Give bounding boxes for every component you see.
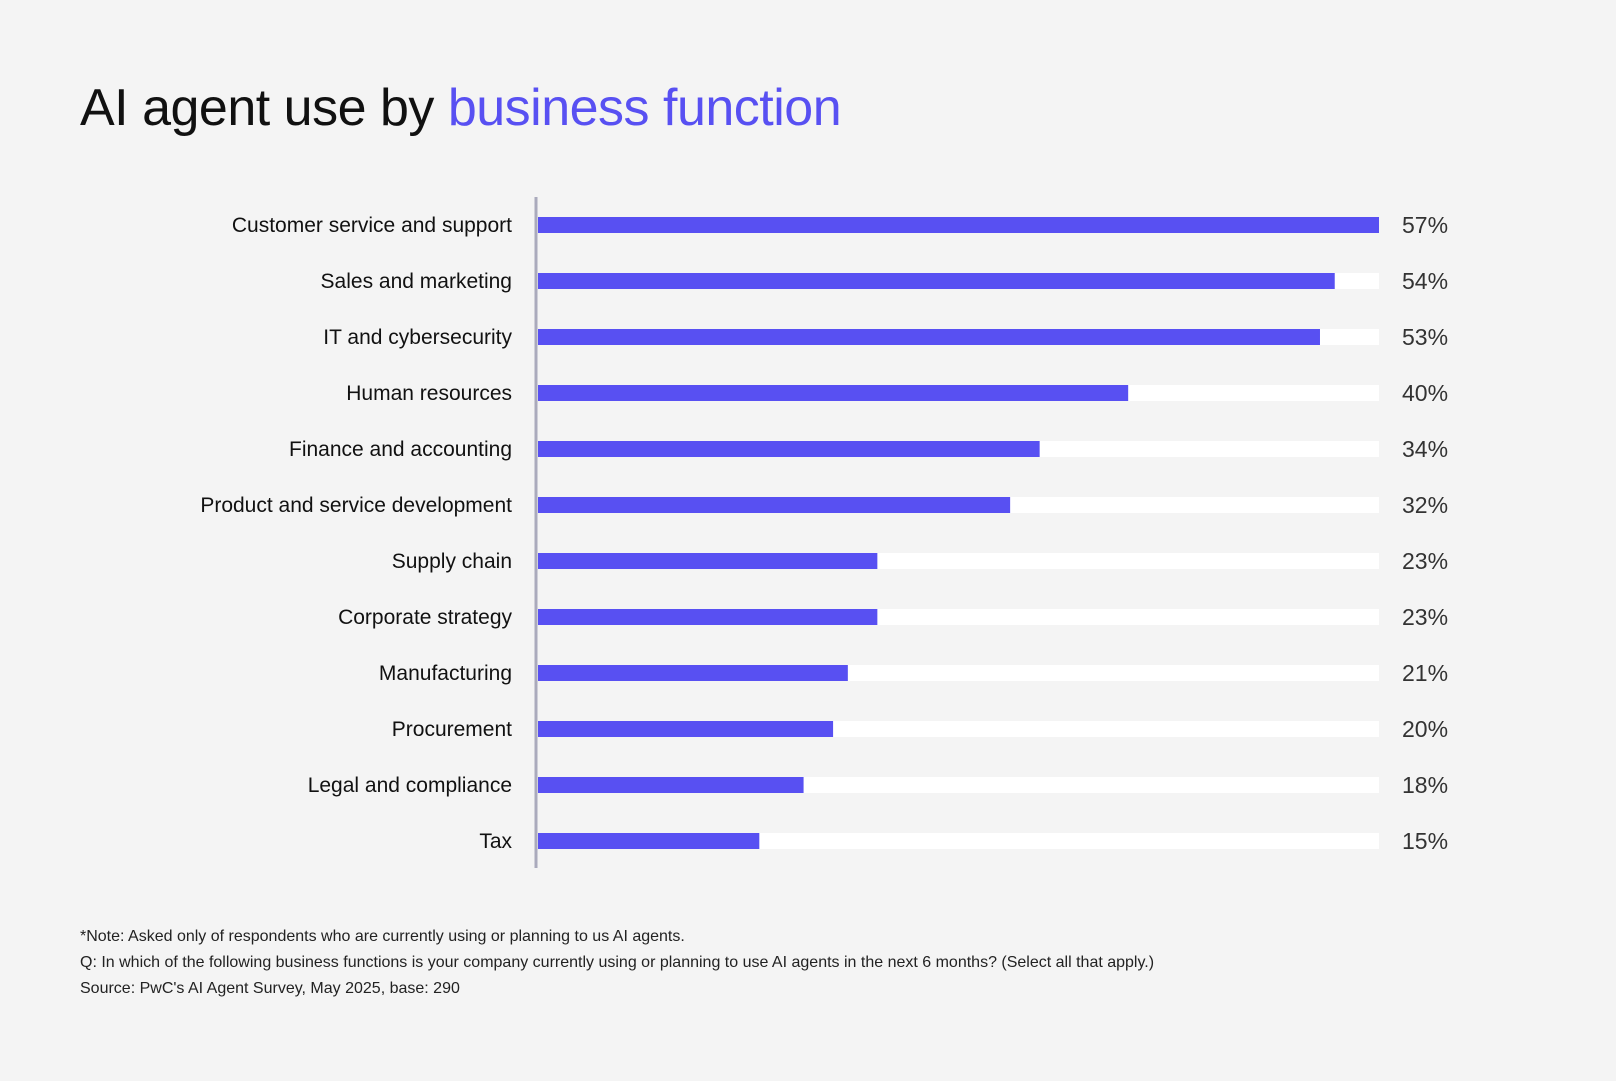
value-label: 21% <box>1402 660 1448 686</box>
note-text: *Note: Asked only of respondents who are… <box>80 928 685 945</box>
value-label: 20% <box>1402 716 1448 742</box>
title-highlight: business function <box>447 79 842 137</box>
value-label: 57% <box>1402 212 1448 238</box>
bar <box>538 609 878 625</box>
bar <box>538 721 834 737</box>
bar-row: Tax 15% <box>479 828 1448 854</box>
bar-row: Sales and marketing 54% <box>321 268 1449 294</box>
value-label: 54% <box>1402 268 1448 294</box>
value-label: 15% <box>1402 828 1448 854</box>
category-label: Sales and marketing <box>321 270 512 293</box>
category-label: Customer service and support <box>232 214 512 237</box>
category-label: Tax <box>479 830 512 853</box>
category-label: Finance and accounting <box>289 438 512 461</box>
bar-row: Product and service development 32% <box>200 492 1448 518</box>
value-label: 23% <box>1402 604 1448 630</box>
category-label: Human resources <box>346 382 512 405</box>
bar-row: Procurement 20% <box>392 716 1448 742</box>
bar <box>538 833 760 849</box>
value-label: 23% <box>1402 548 1448 574</box>
category-label: Product and service development <box>200 494 512 517</box>
value-label: 18% <box>1402 772 1448 798</box>
bar-row: Supply chain 23% <box>392 548 1448 574</box>
bar-row: Customer service and support 57% <box>232 212 1448 238</box>
bar-row: Legal and compliance 18% <box>308 772 1448 798</box>
bar <box>538 665 848 681</box>
value-label: 40% <box>1402 380 1448 406</box>
category-label: IT and cybersecurity <box>323 326 512 349</box>
value-label: 34% <box>1402 436 1448 462</box>
category-label: Supply chain <box>392 550 512 573</box>
category-label: Procurement <box>392 718 512 741</box>
bar <box>538 777 804 793</box>
bar <box>538 329 1320 345</box>
bar <box>538 497 1011 513</box>
bar-row: Corporate strategy 23% <box>338 604 1448 630</box>
chart-title: AI agent use by business function <box>80 78 842 138</box>
source-text: Source: PwC's AI Agent Survey, May 2025,… <box>80 980 460 997</box>
bar <box>538 273 1335 289</box>
category-label: Manufacturing <box>379 662 512 685</box>
title-prefix: AI agent use by <box>80 79 434 137</box>
value-label: 53% <box>1402 324 1448 350</box>
bar-row: IT and cybersecurity 53% <box>323 324 1448 350</box>
bar <box>538 441 1040 457</box>
bar-row: Finance and accounting 34% <box>289 436 1448 462</box>
category-label: Legal and compliance <box>308 774 512 797</box>
question-text: Q: In which of the following business fu… <box>80 954 1155 971</box>
bar-row: Human resources 40% <box>346 380 1448 406</box>
bar <box>538 217 1379 233</box>
bar <box>538 385 1129 401</box>
chart-notes: *Note: Asked only of respondents who are… <box>80 924 1154 1002</box>
bar <box>538 553 878 569</box>
value-label: 32% <box>1402 492 1448 518</box>
bar-row: Manufacturing 21% <box>379 660 1448 686</box>
bar-chart: Customer service and support 57% Sales and… <box>200 197 1449 868</box>
category-label: Corporate strategy <box>338 606 512 629</box>
